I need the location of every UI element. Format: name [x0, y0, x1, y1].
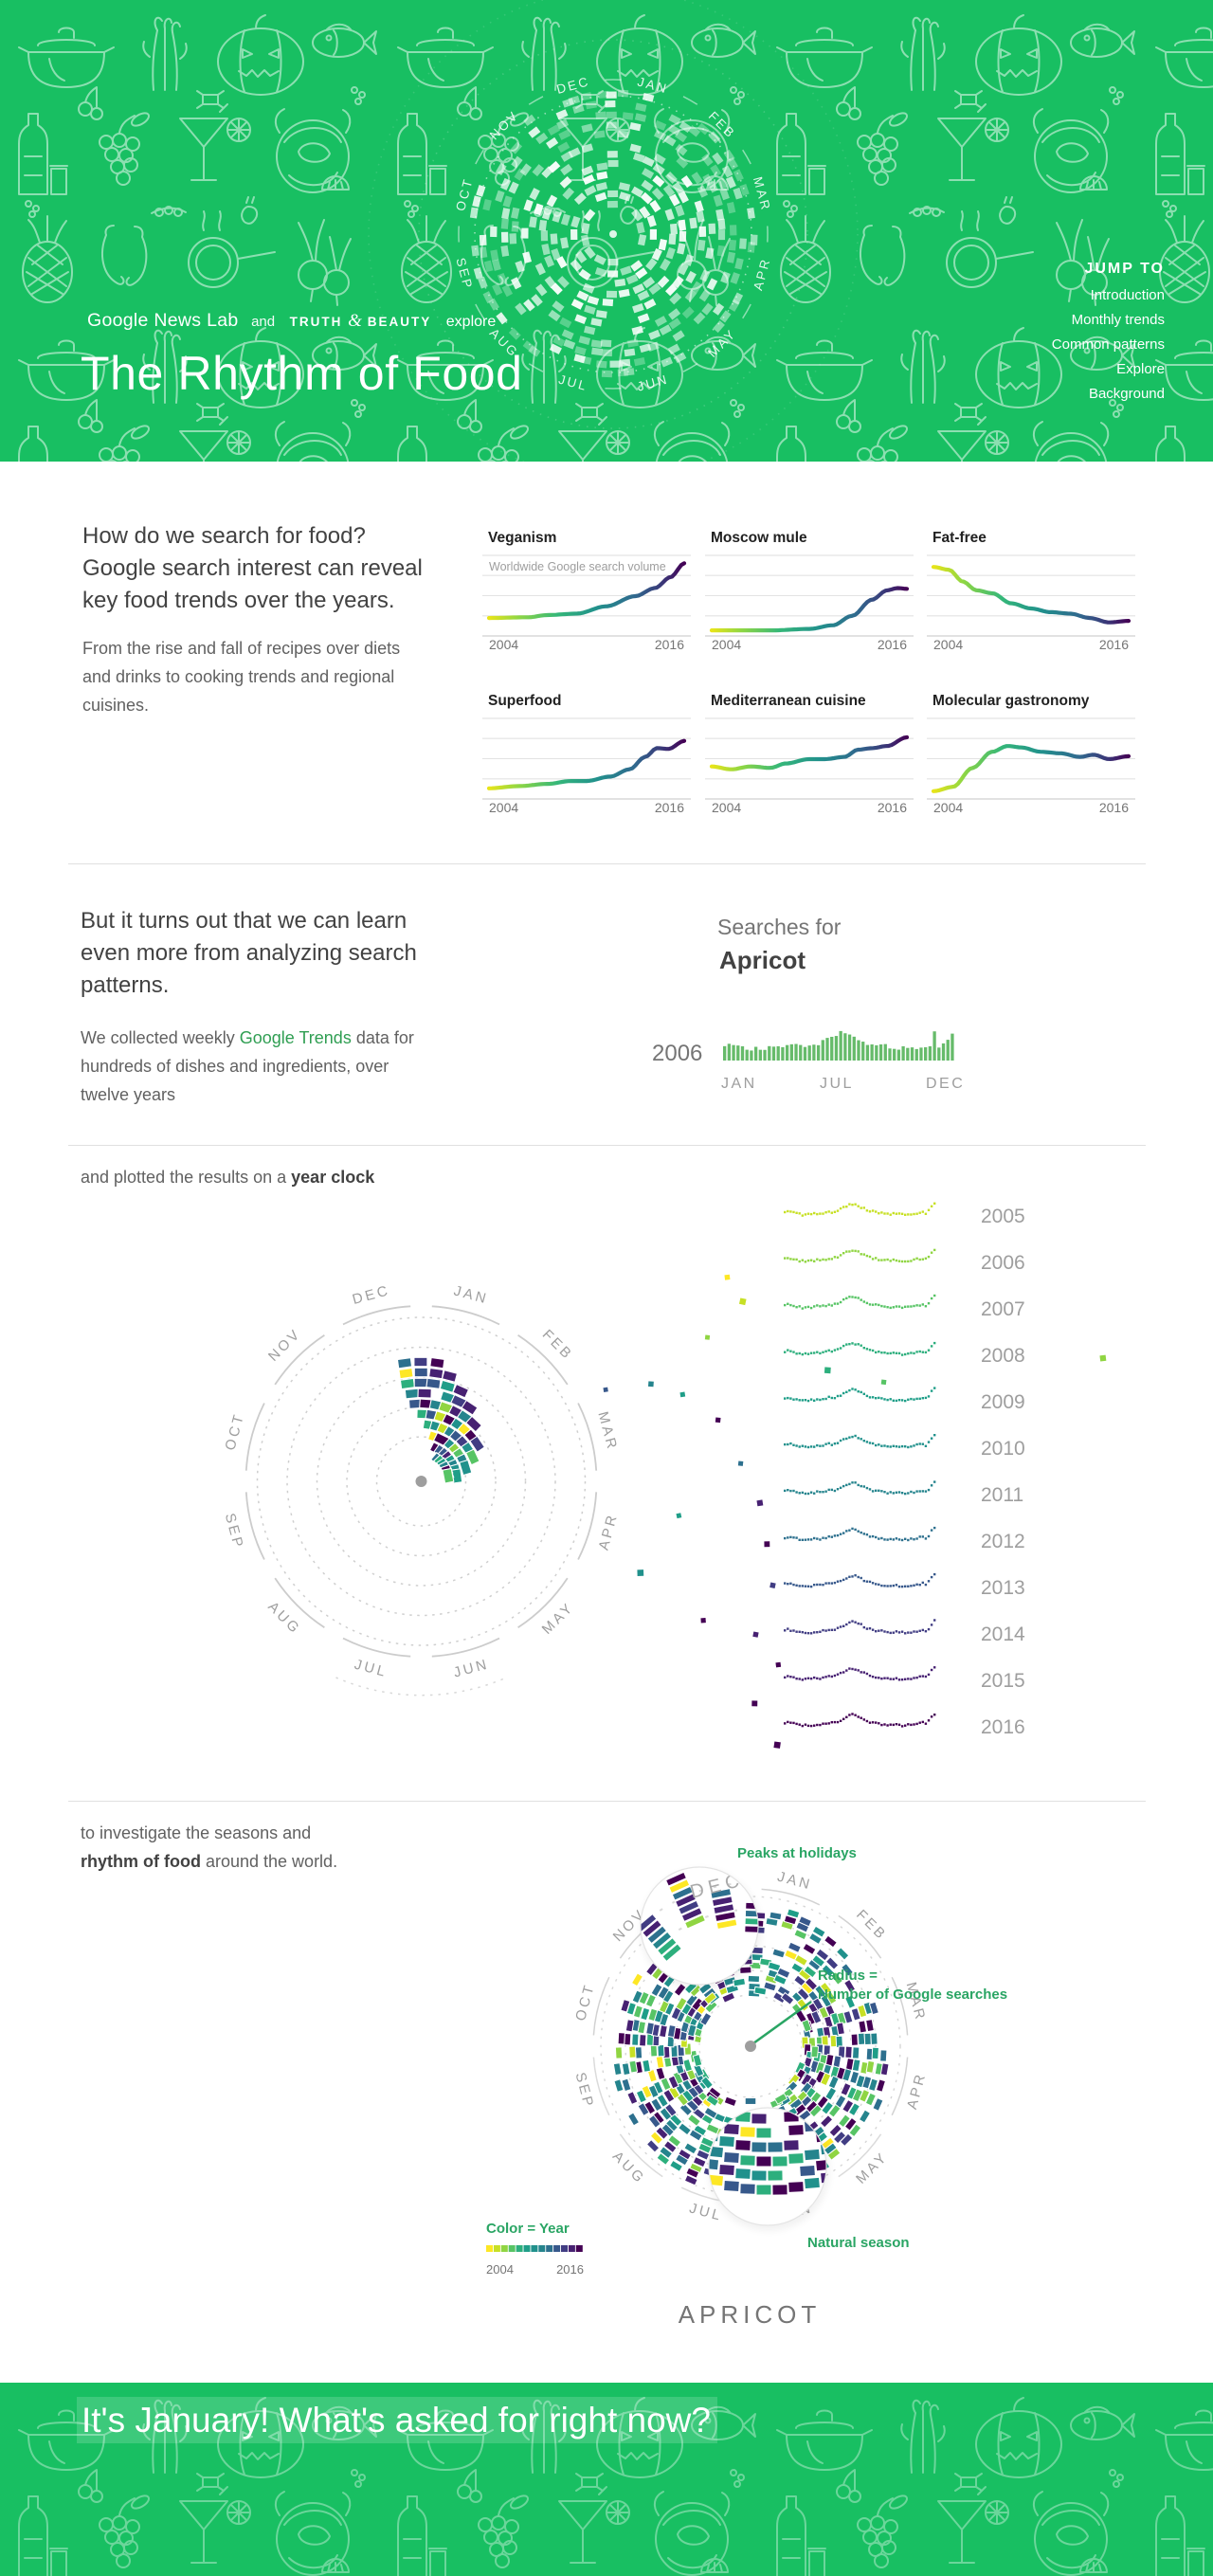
svg-text:2016: 2016 — [556, 2262, 584, 2277]
svg-text:AUG: AUG — [609, 2149, 648, 2187]
svg-text:2004: 2004 — [712, 800, 741, 815]
svg-text:JUL: JUL — [353, 1657, 389, 1681]
svg-text:2004: 2004 — [489, 800, 518, 815]
svg-text:2006: 2006 — [981, 1252, 1025, 1274]
svg-text:2009: 2009 — [981, 1391, 1025, 1413]
svg-text:DEC: DEC — [351, 1282, 392, 1308]
svg-text:2016: 2016 — [655, 800, 684, 815]
svg-text:Superfood: Superfood — [488, 693, 562, 709]
svg-text:Moscow mule: Moscow mule — [711, 530, 807, 546]
svg-text:2007: 2007 — [981, 1298, 1025, 1320]
svg-text:2012: 2012 — [981, 1531, 1025, 1552]
svg-text:Mediterranean cuisine: Mediterranean cuisine — [711, 693, 866, 709]
svg-text:2013: 2013 — [981, 1577, 1025, 1599]
svg-text:JAN: JAN — [452, 1282, 490, 1307]
svg-text:FEB: FEB — [853, 1907, 890, 1944]
svg-text:2015: 2015 — [981, 1670, 1025, 1692]
svg-text:2004: 2004 — [933, 800, 963, 815]
svg-text:AUG: AUG — [264, 1599, 303, 1638]
svg-text:2016: 2016 — [878, 800, 907, 815]
svg-text:2011: 2011 — [981, 1484, 1023, 1506]
svg-text:OCT: OCT — [572, 1981, 598, 2023]
svg-text:2004: 2004 — [933, 637, 963, 652]
svg-text:Color = Year: Color = Year — [486, 2221, 570, 2237]
svg-text:2016: 2016 — [1099, 637, 1129, 652]
svg-text:Fat-free: Fat-free — [932, 530, 987, 546]
svg-text:JUN: JUN — [452, 1656, 491, 1680]
svg-text:2004: 2004 — [486, 2262, 514, 2277]
svg-text:SEP: SEP — [222, 1512, 247, 1551]
svg-text:MAR: MAR — [594, 1410, 620, 1453]
svg-text:2014: 2014 — [981, 1624, 1025, 1645]
svg-text:2005: 2005 — [981, 1206, 1025, 1227]
svg-text:Veganism: Veganism — [488, 530, 556, 546]
svg-text:2004: 2004 — [712, 637, 741, 652]
svg-text:JAN: JAN — [775, 1869, 813, 1894]
svg-text:SEP: SEP — [571, 2071, 597, 2111]
svg-text:FEB: FEB — [539, 1327, 576, 1364]
svg-text:OCT: OCT — [223, 1410, 248, 1452]
svg-text:2016: 2016 — [981, 1716, 1025, 1738]
svg-text:APR: APR — [596, 1511, 622, 1551]
svg-text:Worldwide Google search volume: Worldwide Google search volume — [489, 560, 666, 573]
svg-text:APR: APR — [904, 2070, 930, 2111]
svg-text:2016: 2016 — [878, 637, 907, 652]
svg-text:2010: 2010 — [981, 1438, 1025, 1460]
svg-text:2004: 2004 — [489, 637, 518, 652]
svg-text:2016: 2016 — [655, 637, 684, 652]
svg-text:2016: 2016 — [1099, 800, 1129, 815]
svg-text:MAY: MAY — [853, 2149, 892, 2187]
svg-text:Molecular gastronomy: Molecular gastronomy — [932, 693, 1090, 709]
svg-text:2008: 2008 — [981, 1345, 1025, 1367]
svg-text:NOV: NOV — [265, 1325, 304, 1364]
